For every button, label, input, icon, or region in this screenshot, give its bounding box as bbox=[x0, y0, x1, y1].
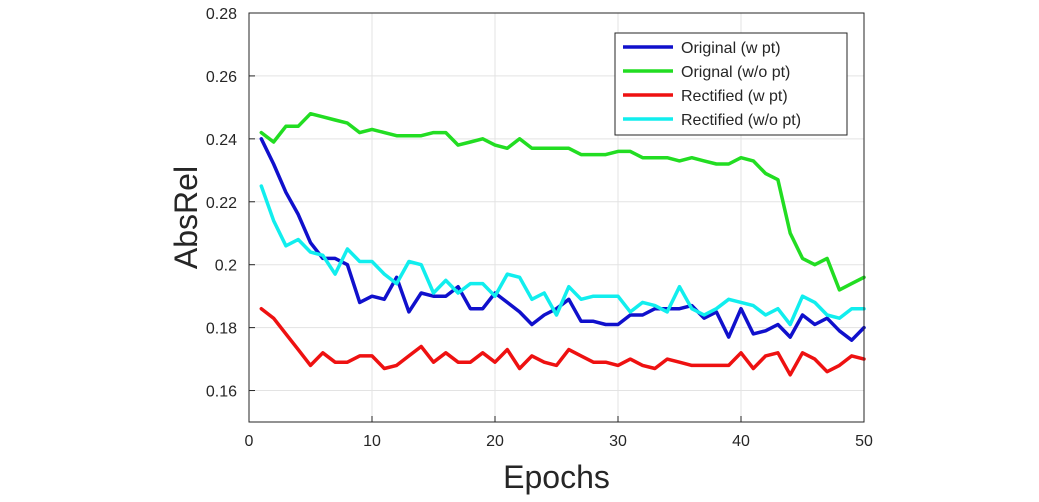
x-tick-label: 20 bbox=[486, 433, 504, 450]
legend-label: Rectified (w pt) bbox=[681, 88, 788, 105]
series-lines bbox=[259, 111, 866, 377]
x-tick-label: 50 bbox=[855, 433, 873, 450]
legend-label: Rectified (w/o pt) bbox=[681, 112, 801, 129]
y-tick-label: 0.16 bbox=[206, 384, 237, 401]
legend: Original (w pt) Orignal (w/o pt) Rectified… bbox=[614, 32, 848, 136]
legend-label: Orignal (w/o pt) bbox=[681, 64, 790, 81]
x-tick-label: 0 bbox=[245, 433, 254, 450]
series-line-rectified-w-pt bbox=[259, 306, 866, 377]
x-tick-label: 10 bbox=[363, 433, 381, 450]
x-tick-label: 40 bbox=[732, 433, 750, 450]
series-line-rectified-w-o-pt bbox=[259, 184, 866, 327]
y-tick-label: 0.18 bbox=[206, 321, 237, 338]
y-tick-label: 0.22 bbox=[206, 195, 237, 212]
x-axis-title: Epochs bbox=[503, 459, 610, 495]
series-line-orignal-w-o-pt bbox=[259, 111, 866, 292]
axis-ticks: 0 10 20 30 40 50 0.16 0.18 0.2 0.22 0.24 0.26 0.28 bbox=[206, 6, 873, 450]
legend-label: Original (w pt) bbox=[681, 40, 781, 57]
y-axis-title: AbsRel bbox=[168, 166, 204, 269]
y-tick-label: 0.24 bbox=[206, 132, 237, 149]
plot-area-frame bbox=[248, 12, 865, 423]
y-tick-label: 0.2 bbox=[215, 258, 237, 275]
y-tick-label: 0.28 bbox=[206, 6, 237, 23]
y-tick-label: 0.26 bbox=[206, 69, 237, 86]
x-tick-label: 30 bbox=[609, 433, 627, 450]
